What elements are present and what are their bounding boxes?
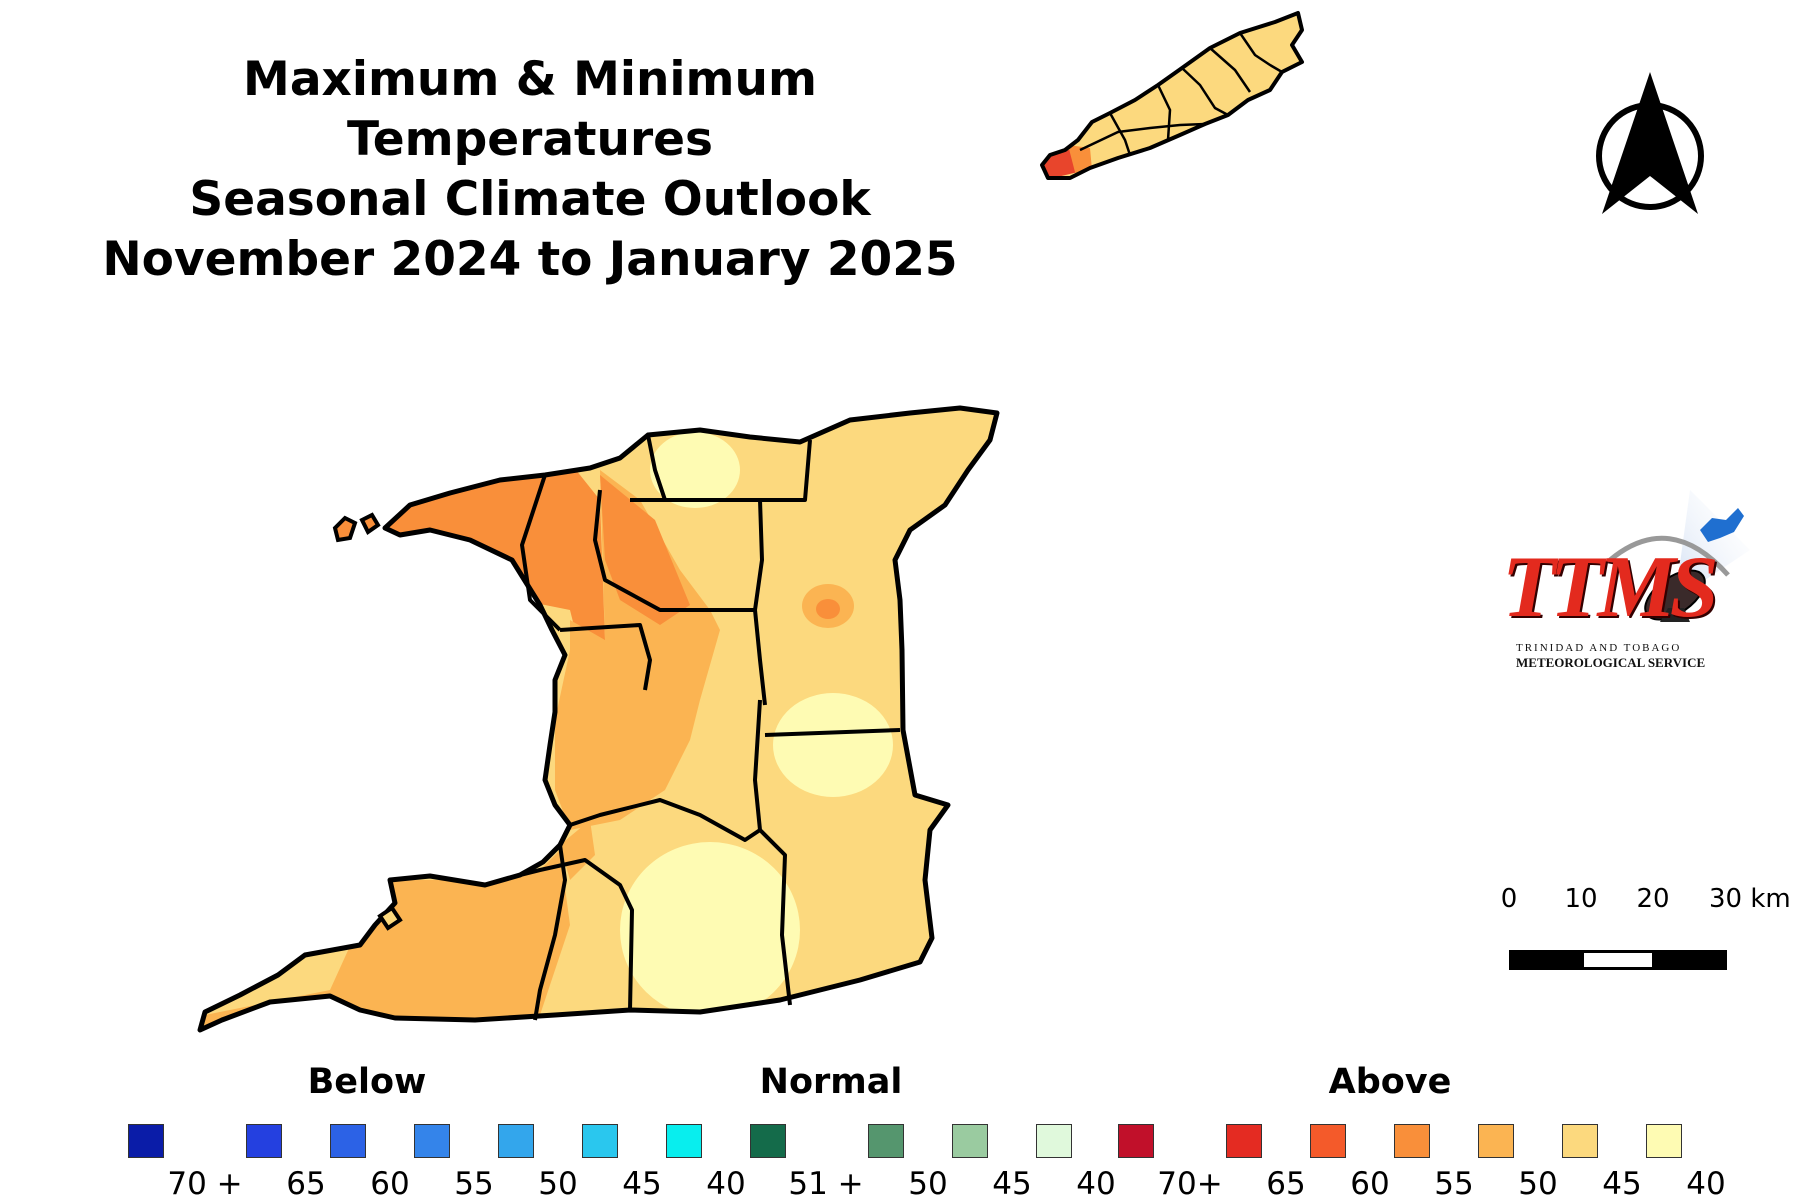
zone-above-55-spot bbox=[816, 599, 840, 619]
legend-label-above-4: 50 bbox=[1518, 1166, 1558, 1202]
scale-segment-1 bbox=[1509, 950, 1583, 970]
zone-above-40-east bbox=[773, 693, 893, 797]
trinidad-island bbox=[197, 405, 1000, 1033]
tobago-island bbox=[1040, 11, 1304, 180]
legend-label-normal-2: 45 bbox=[992, 1166, 1032, 1202]
legend-swatch-below-2 bbox=[330, 1124, 366, 1158]
legend-heading-above: Above bbox=[1328, 1062, 1452, 1102]
logo-line-1: TRINIDAD AND TOBAGO bbox=[1516, 642, 1682, 654]
legend-label-below-1: 65 bbox=[286, 1166, 326, 1202]
legend-label-above-2: 60 bbox=[1350, 1166, 1390, 1202]
scale-tick-20: 20 bbox=[1636, 884, 1670, 914]
legend-label-normal-3: 40 bbox=[1076, 1166, 1116, 1202]
tobago-parish-boundaries bbox=[1079, 32, 1283, 156]
radar-dish-icon bbox=[1608, 490, 1750, 622]
legend-swatch-below-5 bbox=[582, 1124, 618, 1158]
trinidad-coastline bbox=[197, 405, 1000, 1033]
legend-label-below-5: 45 bbox=[622, 1166, 662, 1202]
legend-swatch-below-4 bbox=[498, 1124, 534, 1158]
legend-label-above-0: 70+ bbox=[1157, 1166, 1223, 1202]
legend-swatch-above-4 bbox=[1478, 1124, 1514, 1158]
title-line-4: November 2024 to January 2025 bbox=[102, 232, 958, 287]
zone-above-50-central bbox=[555, 470, 720, 830]
zone-above-50-south bbox=[200, 850, 570, 1030]
legend-swatch-normal-2 bbox=[952, 1124, 988, 1158]
northwest-islets bbox=[332, 512, 381, 543]
scale-bar: 0 10 20 30 km bbox=[1494, 884, 1791, 974]
legend-swatch-above-3 bbox=[1394, 1124, 1430, 1158]
title-line-3: Seasonal Climate Outlook bbox=[189, 172, 871, 227]
legend-label-above-6: 40 bbox=[1686, 1166, 1726, 1202]
tobago-coastline bbox=[1040, 11, 1304, 180]
scale-segment-3 bbox=[1653, 950, 1727, 970]
legend-label-below-3: 55 bbox=[454, 1166, 494, 1202]
legend-swatch-normal-1 bbox=[868, 1124, 904, 1158]
legend-heading-normal: Normal bbox=[759, 1062, 903, 1102]
legend-swatch-above-0 bbox=[1118, 1124, 1154, 1158]
zone-above-40-south bbox=[620, 842, 800, 1018]
title-line-1: Maximum & Minimum bbox=[243, 52, 817, 107]
legend-swatch-below-3 bbox=[414, 1124, 450, 1158]
logo-line-2: METEOROLOGICAL SERVICE bbox=[1516, 655, 1706, 670]
map-title: Maximum & Minimum Temperatures Seasonal … bbox=[60, 50, 1000, 290]
legend-label-normal-0: 51 + bbox=[788, 1166, 864, 1202]
legend-swatch-below-1 bbox=[246, 1124, 282, 1158]
scale-tick-0: 0 bbox=[1500, 884, 1518, 914]
trinidad-region-boundaries bbox=[519, 434, 901, 1021]
legend-label-normal-1: 50 bbox=[908, 1166, 948, 1202]
north-arrow-icon bbox=[1596, 72, 1704, 214]
legend-swatch-above-6 bbox=[1646, 1124, 1682, 1158]
ttms-logo: TTMS TRINIDAD AND TOBAGO METEOROLOGICAL … bbox=[1490, 490, 1750, 670]
legend-swatch-above-5 bbox=[1562, 1124, 1598, 1158]
map-canvas bbox=[197, 11, 1304, 1033]
legend-swatch-normal-3 bbox=[1036, 1124, 1072, 1158]
scale-tick-10: 10 bbox=[1564, 884, 1598, 914]
legend-label-below-2: 60 bbox=[370, 1166, 410, 1202]
legend-swatch-above-2 bbox=[1310, 1124, 1346, 1158]
zone-above-40-north bbox=[650, 432, 740, 508]
legend-label-above-3: 55 bbox=[1434, 1166, 1474, 1202]
legend-heading-below: Below bbox=[307, 1062, 427, 1102]
legend-label-below-0: 70 + bbox=[167, 1166, 243, 1202]
title-line-2: Temperatures bbox=[346, 112, 714, 167]
scale-tick-30: 30 km bbox=[1709, 884, 1791, 914]
logo-wordmark: TTMS bbox=[1502, 539, 1719, 636]
scale-segment-2 bbox=[1581, 950, 1655, 970]
legend: Below 70 + 65 60 55 50 45 40 Normal 51 + 50 45 40 Abo… bbox=[0, 1062, 1800, 1202]
legend-swatch-above-1 bbox=[1226, 1124, 1262, 1158]
legend-swatch-below-0 bbox=[128, 1124, 164, 1158]
legend-label-above-5: 45 bbox=[1602, 1166, 1642, 1202]
legend-label-below-4: 50 bbox=[538, 1166, 578, 1202]
southwest-islet bbox=[377, 905, 403, 931]
legend-swatch-below-6 bbox=[666, 1124, 702, 1158]
legend-swatch-normal-0 bbox=[750, 1124, 786, 1158]
legend-label-below-6: 40 bbox=[706, 1166, 746, 1202]
legend-label-above-1: 65 bbox=[1266, 1166, 1306, 1202]
